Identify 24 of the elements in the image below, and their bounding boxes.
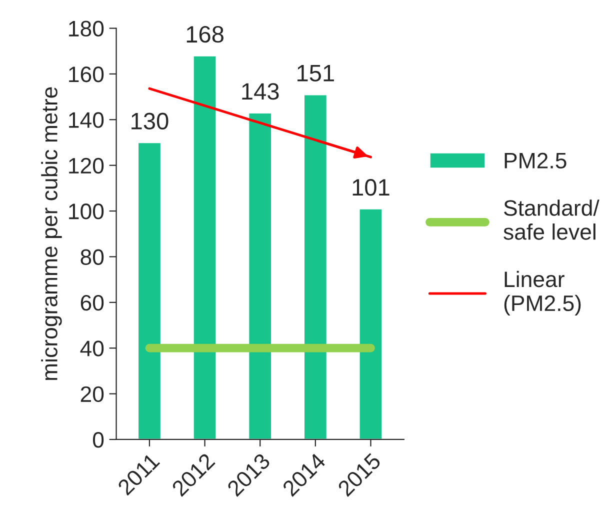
- y-tick-label: 0: [92, 432, 104, 448]
- y-tick-label: 180: [69, 20, 104, 37]
- legend-label: Standard/ safe level: [504, 200, 600, 240]
- data-label: 151: [298, 65, 334, 82]
- bar: [303, 94, 328, 440]
- y-tick-label: 40: [80, 340, 104, 356]
- legend-label: PM2.5: [504, 152, 566, 169]
- y-tick-label: 80: [80, 249, 104, 265]
- y-tick-label: 20: [80, 386, 104, 402]
- bar: [192, 54, 218, 440]
- y-tick-label: 160: [69, 66, 104, 82]
- y-tick-label: 120: [69, 158, 104, 174]
- y-axis-title: microgramme per cubic metre: [41, 87, 62, 380]
- data-label: 130: [132, 112, 168, 130]
- legend-label: Linear (PM2.5): [504, 270, 581, 316]
- bar: [358, 208, 384, 440]
- data-label: 143: [242, 83, 279, 100]
- y-tick-label: 100: [69, 204, 104, 220]
- data-label: 101: [352, 179, 390, 196]
- bar: [137, 142, 162, 440]
- y-tick-label: 140: [69, 112, 104, 128]
- data-label: 168: [186, 26, 224, 43]
- y-tick-label: 60: [80, 294, 104, 311]
- bar: [248, 112, 272, 440]
